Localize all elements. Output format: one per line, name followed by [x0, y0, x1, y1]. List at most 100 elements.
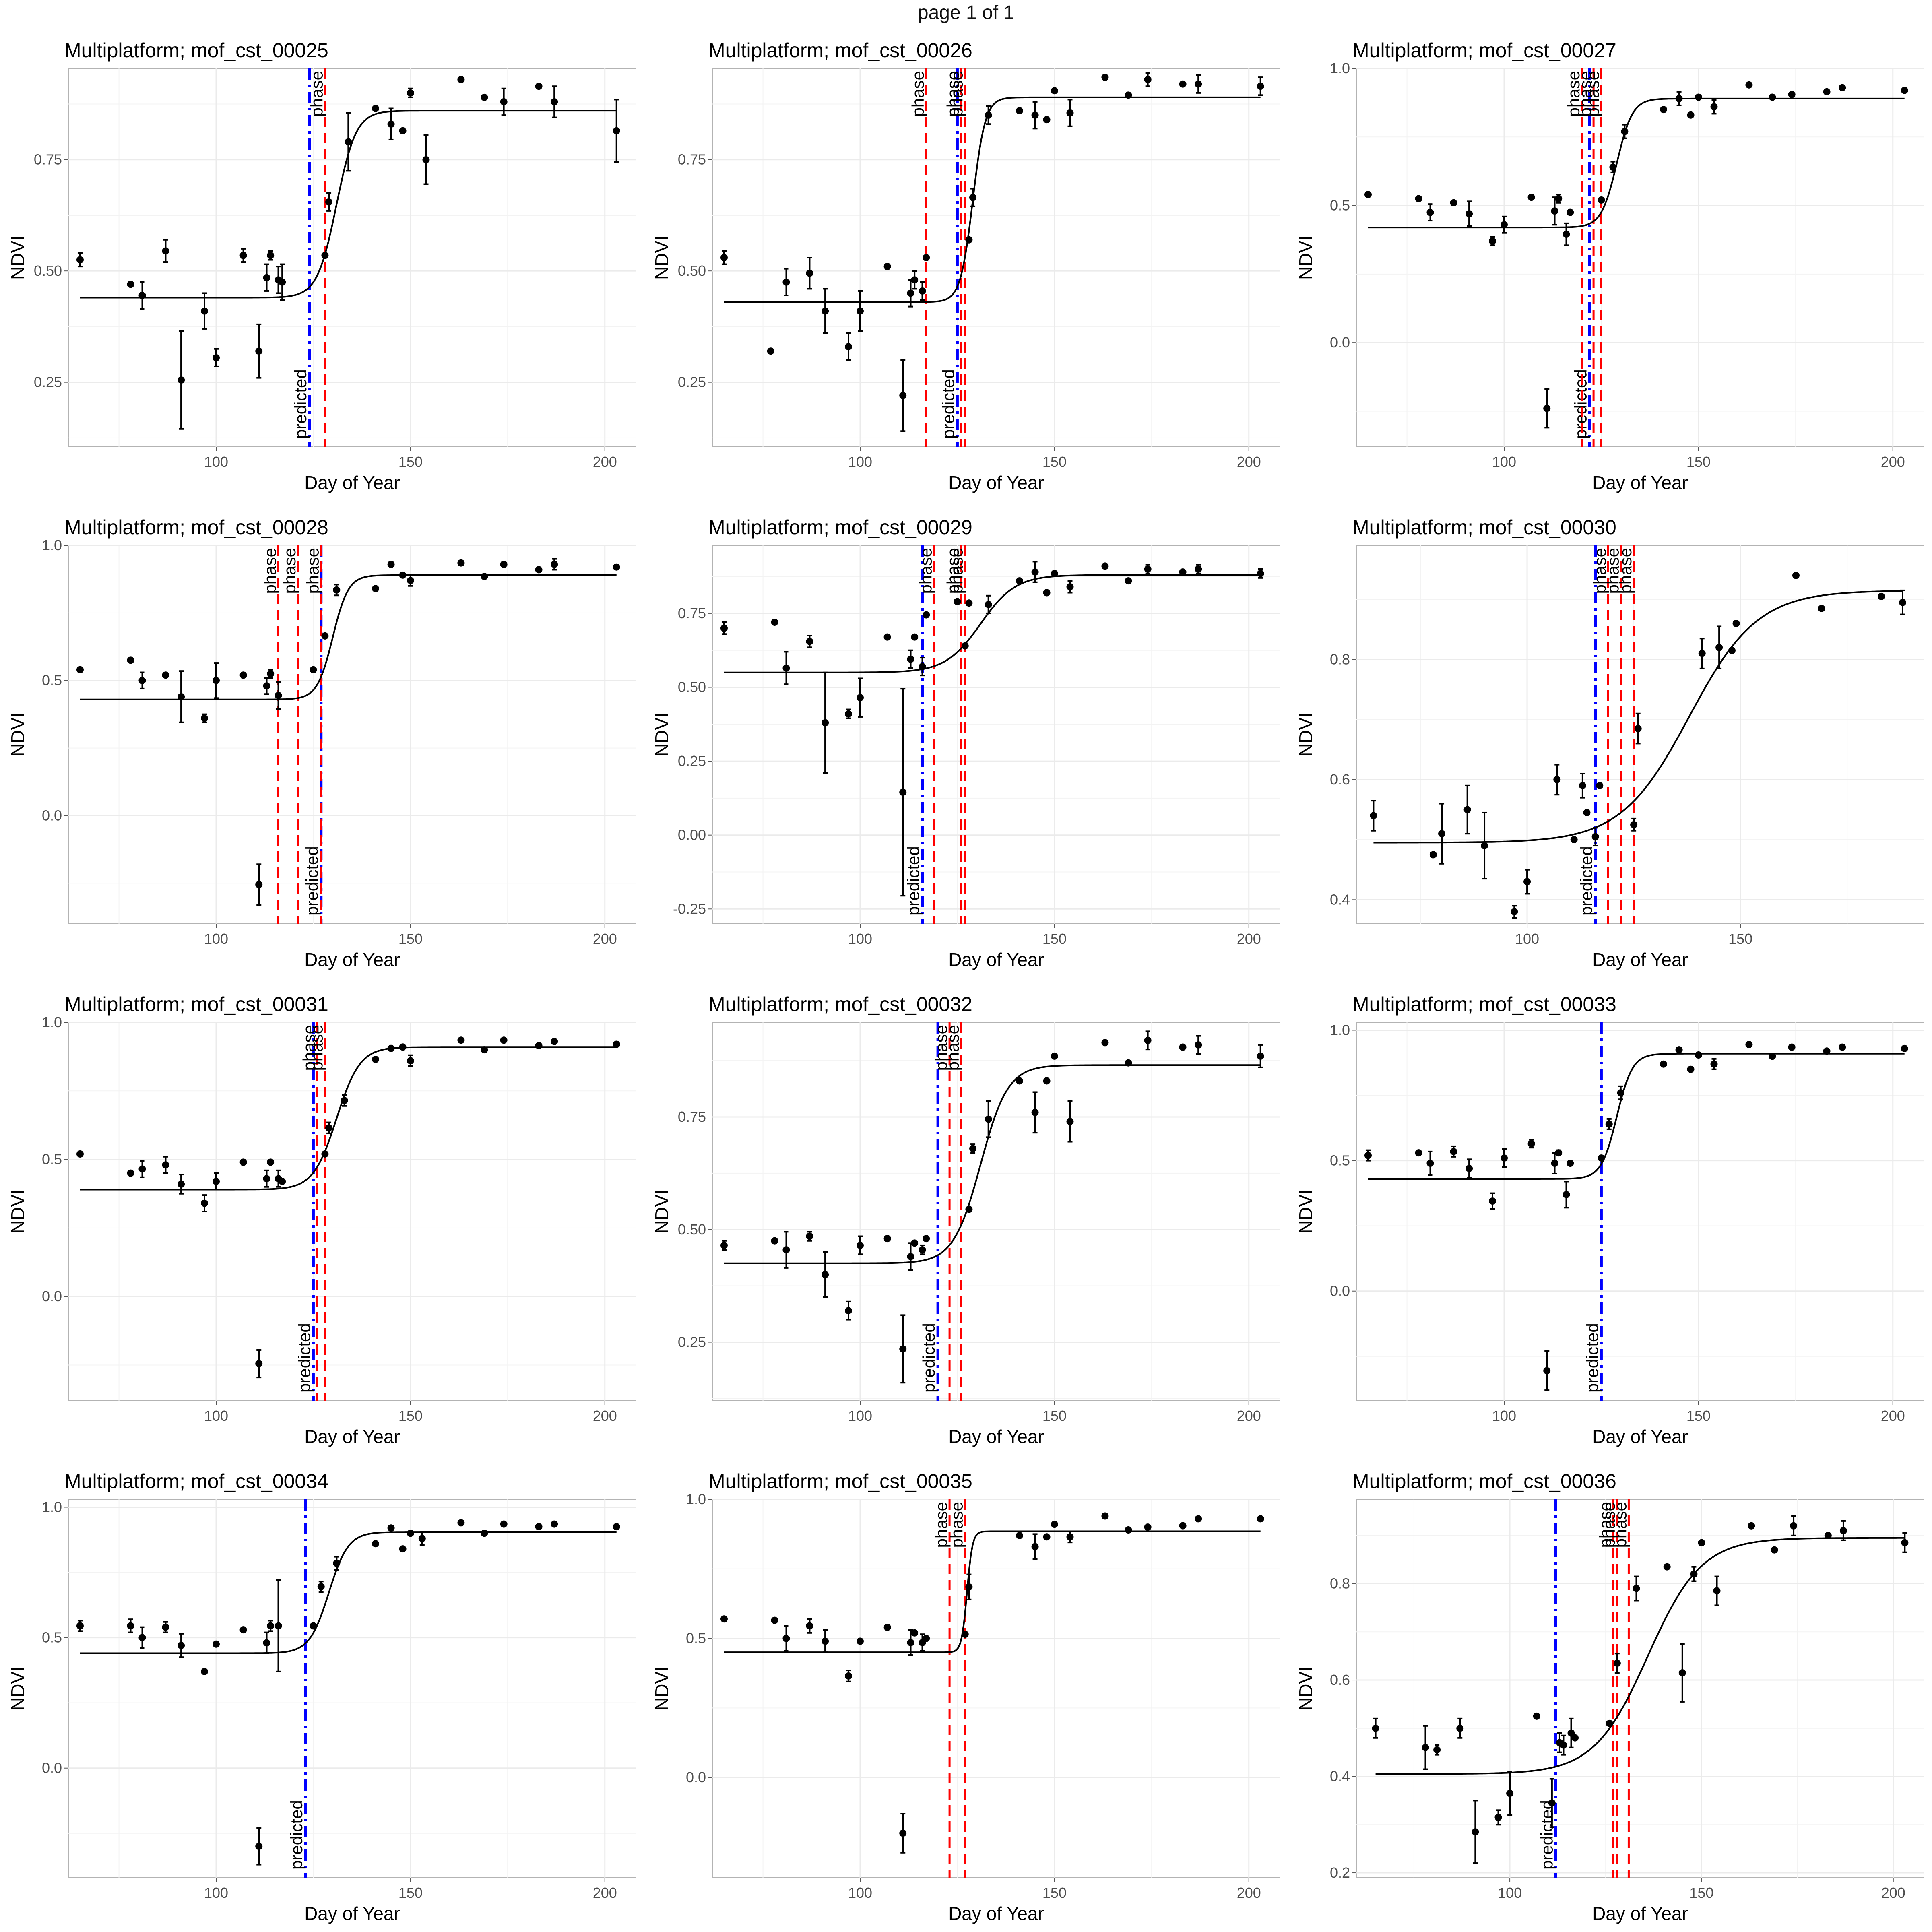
data-point	[1563, 231, 1570, 238]
data-point	[907, 289, 914, 297]
data-point	[822, 1637, 829, 1645]
data-point	[720, 254, 728, 261]
data-point	[178, 693, 185, 700]
data-point	[1771, 1546, 1778, 1554]
y-tick-label: 0.25	[678, 374, 706, 390]
x-tick-label: 200	[1881, 1885, 1905, 1901]
plot-area	[1356, 1499, 1924, 1878]
x-axis-label: Day of Year	[304, 1426, 400, 1447]
predicted-label: predicted	[1571, 369, 1590, 439]
data-point	[806, 1232, 813, 1240]
x-tick-label: 150	[1728, 931, 1752, 947]
x-tick-label: 150	[1042, 1408, 1067, 1424]
data-point	[457, 1036, 465, 1044]
data-point	[481, 93, 488, 101]
y-tick-label: 0.0	[686, 1769, 706, 1785]
data-point	[1179, 1522, 1187, 1530]
phase-label: phase	[916, 548, 935, 594]
y-tick-label: 0.0	[42, 807, 62, 824]
phase-label: phase	[947, 548, 966, 594]
data-point	[127, 656, 134, 664]
data-point	[1144, 76, 1152, 83]
data-point	[275, 691, 282, 699]
data-point	[239, 1626, 247, 1634]
data-point	[1839, 84, 1846, 91]
data-point	[178, 1642, 185, 1649]
chart-title: Multiplatform; mof_cst_00026	[708, 39, 972, 62]
data-point	[822, 719, 829, 727]
x-axis-label: Day of Year	[1592, 472, 1688, 493]
phase-label: phase	[943, 1025, 962, 1071]
data-point	[1125, 1526, 1132, 1534]
data-point	[1450, 199, 1457, 206]
phase-label: phase	[908, 71, 927, 117]
y-axis-label: NDVI	[651, 235, 672, 280]
y-tick-label: 0.50	[678, 1221, 706, 1238]
data-point	[372, 1540, 379, 1548]
y-axis-label: NDVI	[651, 712, 672, 757]
plot-area	[712, 1499, 1280, 1878]
data-point	[1555, 195, 1563, 202]
data-point	[822, 307, 829, 315]
data-point	[1257, 1515, 1264, 1523]
data-point	[1195, 565, 1202, 573]
data-point	[1179, 1043, 1187, 1051]
y-tick-label: -0.25	[673, 900, 706, 917]
data-point	[1698, 1539, 1705, 1546]
data-point	[1748, 1522, 1755, 1530]
x-axis-label: Day of Year	[948, 949, 1044, 970]
data-point	[1728, 647, 1736, 654]
data-point	[1698, 650, 1706, 657]
chart-title: Multiplatform; mof_cst_00035	[708, 1470, 972, 1492]
y-tick-label: 0.5	[686, 1630, 706, 1647]
phase-label: phase	[1603, 548, 1622, 594]
data-point	[782, 664, 790, 672]
x-tick-label: 100	[848, 1408, 872, 1424]
data-point	[325, 1124, 333, 1132]
data-point	[267, 252, 275, 259]
data-point	[1523, 878, 1531, 886]
data-point	[1433, 1746, 1441, 1754]
phase-label: phase	[1611, 1502, 1630, 1548]
data-point	[899, 1345, 907, 1353]
y-axis-label: NDVI	[1295, 1666, 1316, 1711]
data-point	[399, 127, 407, 134]
predicted-label: predicted	[287, 1800, 306, 1870]
data-point	[1101, 74, 1109, 81]
data-point	[1179, 80, 1187, 88]
data-point	[279, 278, 286, 286]
data-point	[1824, 1532, 1832, 1539]
phase-label: phase	[943, 548, 962, 594]
fitted-curve	[80, 574, 617, 700]
data-point	[883, 1623, 891, 1631]
data-point	[969, 1145, 977, 1152]
data-point	[965, 599, 973, 607]
chart-panel: Multiplatform; mof_cst_00027 100 150 200 0.0…	[1295, 39, 1924, 493]
data-point	[1489, 1197, 1496, 1205]
data-point	[1695, 93, 1702, 101]
data-point	[1144, 1523, 1152, 1531]
chart-panel: Multiplatform; mof_cst_00034 100 150 200 0.0…	[7, 1470, 636, 1924]
data-point	[1016, 107, 1023, 115]
data-point	[76, 666, 84, 673]
data-point	[317, 1583, 325, 1591]
data-point	[954, 598, 961, 605]
y-tick-label: 0.75	[34, 151, 62, 168]
data-point	[1527, 1140, 1535, 1148]
y-tick-label: 0.0	[1330, 1283, 1350, 1299]
x-tick-label: 200	[1237, 931, 1261, 947]
data-point	[1066, 109, 1074, 117]
data-point	[923, 254, 930, 261]
data-point	[911, 633, 919, 641]
data-point	[263, 274, 270, 281]
data-point	[407, 89, 414, 97]
data-point	[1660, 106, 1667, 114]
data-point	[985, 111, 992, 119]
chart-title: Multiplatform; mof_cst_00027	[1352, 39, 1616, 62]
data-point	[551, 561, 558, 568]
data-point	[321, 1150, 329, 1158]
data-point	[1364, 191, 1372, 198]
data-point	[1500, 221, 1508, 229]
data-point	[310, 1622, 317, 1630]
data-point	[387, 1044, 395, 1052]
